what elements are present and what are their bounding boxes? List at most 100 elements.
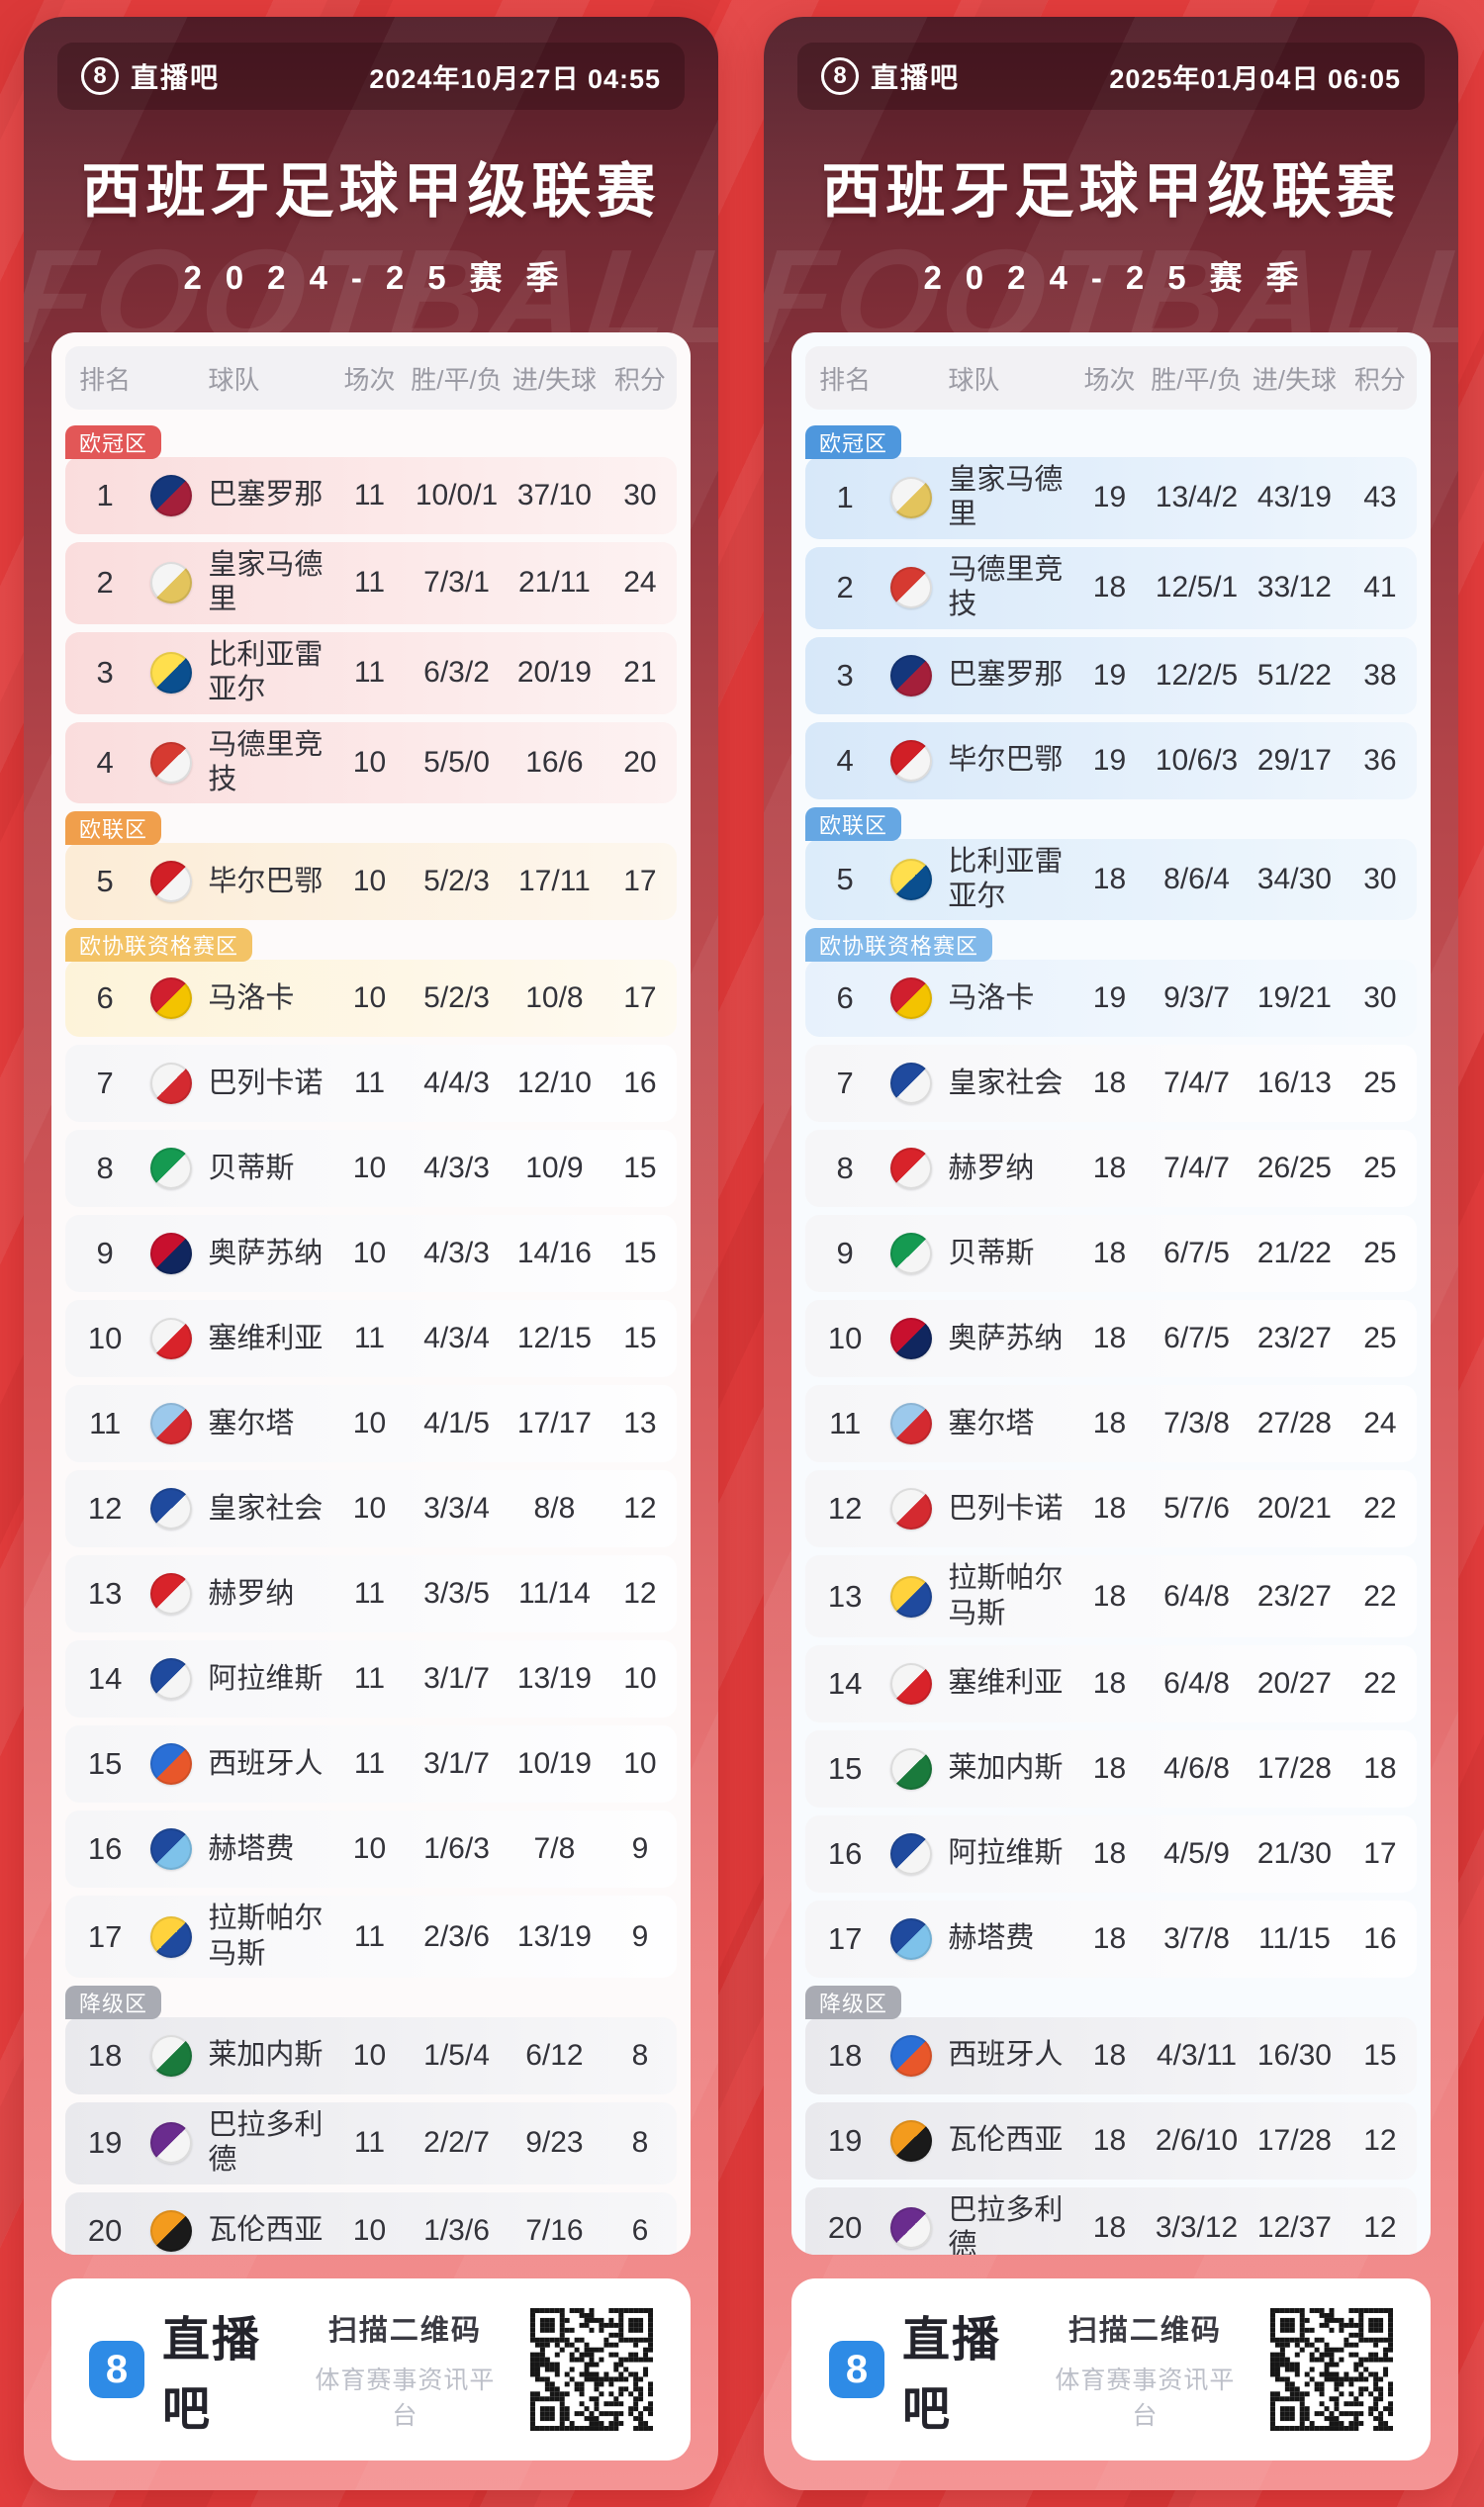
goals-cell: 14/16 [516, 1237, 592, 1270]
team-name: 塞尔塔 [948, 1407, 1035, 1439]
team-name: 皇家社会 [208, 1492, 324, 1525]
wdl-cell: 3/1/7 [423, 1747, 490, 1781]
table-row: 11 塞尔塔 18 7/3/8 27/28 24 [805, 1385, 1417, 1463]
points-cell: 15 [623, 1322, 657, 1355]
team-crest-icon [150, 861, 193, 903]
wdl-cell: 7/4/7 [1163, 1067, 1230, 1100]
team-crest-icon [890, 567, 933, 609]
team-cell: 瓦伦西亚 [884, 2120, 1071, 2162]
team-crest-icon [890, 858, 933, 900]
table-row: 13 拉斯帕尔马斯 18 6/4/8 23/27 22 [805, 1555, 1417, 1637]
team-name: 马德里竞技 [208, 728, 324, 795]
wdl-cell: 6/7/5 [1163, 1237, 1230, 1270]
team-crest-icon [150, 1403, 193, 1445]
wdl-cell: 4/3/4 [423, 1322, 490, 1355]
played-cell: 18 [1092, 2039, 1127, 2072]
team-cell: 马洛卡 [884, 977, 1071, 1020]
datetime-label: 2024年10月27日 04:55 [369, 63, 661, 94]
table-header: 排名 球队 场次 胜/平/负 进/失球 积分 [65, 346, 677, 410]
points-cell: 15 [1363, 2039, 1397, 2072]
played-cell: 18 [1092, 1922, 1127, 1955]
team-name: 马德里竞技 [948, 553, 1064, 621]
goals-cell: 12/15 [516, 1322, 592, 1355]
played-cell: 11 [353, 1662, 386, 1696]
team-cell: 赫罗纳 [144, 1573, 331, 1616]
rank-cell: 2 [96, 565, 114, 601]
team-name: 贝蒂斯 [948, 1237, 1035, 1269]
standings-table: 排名 球队 场次 胜/平/负 进/失球 积分 欧冠区 1 巴塞罗那 11 10/… [51, 332, 691, 2255]
wdl-cell: 3/3/4 [423, 1492, 490, 1526]
rank-cell: 6 [96, 980, 114, 1016]
team-name: 赫罗纳 [948, 1152, 1035, 1184]
played-cell: 11 [353, 1577, 386, 1611]
table-row: 欧冠区 1 巴塞罗那 11 10/0/1 37/10 30 [65, 425, 677, 534]
table-row: 7 皇家社会 18 7/4/7 16/13 25 [805, 1045, 1417, 1123]
played-cell: 19 [1092, 481, 1127, 514]
team-cell: 莱加内斯 [144, 2035, 331, 2077]
played-cell: 18 [1092, 862, 1127, 895]
team-cell: 皇家社会 [884, 1063, 1071, 1105]
col-goals: 进/失球 [1252, 364, 1338, 395]
wdl-cell: 1/6/3 [423, 1832, 490, 1866]
played-cell: 10 [352, 745, 387, 779]
team-name: 毕尔巴鄂 [948, 743, 1064, 776]
header-bar: 8 直播吧 2024年10月27日 04:55 [57, 43, 685, 110]
goals-cell: 10/9 [525, 1152, 584, 1185]
points-cell: 25 [1363, 1152, 1397, 1185]
goals-cell: 20/19 [516, 656, 592, 690]
team-name: 塞维利亚 [948, 1667, 1064, 1700]
team-name: 皇家马德里 [948, 464, 1064, 531]
page-title: 西班牙足球甲级联赛 [821, 158, 1401, 225]
team-name: 巴塞罗那 [208, 479, 324, 511]
points-cell: 20 [623, 745, 657, 779]
wdl-cell: 5/2/3 [423, 865, 490, 898]
team-crest-icon [890, 1575, 933, 1618]
team-cell: 塞尔塔 [144, 1403, 331, 1445]
team-crest-icon [150, 2122, 193, 2165]
points-cell: 25 [1363, 1067, 1397, 1100]
table-row: 降级区 18 西班牙人 18 4/3/11 16/30 15 [805, 1986, 1417, 2094]
goals-cell: 17/28 [1256, 1752, 1332, 1785]
goals-cell: 20/21 [1256, 1492, 1332, 1526]
rank-cell: 1 [836, 480, 854, 515]
scan-hint: 扫描二维码 [1067, 2315, 1222, 2347]
played-cell: 11 [353, 1919, 386, 1953]
played-cell: 18 [1092, 1067, 1127, 1100]
points-cell: 18 [1363, 1752, 1397, 1785]
footer-text: 扫描二维码 体育赛事资讯平台 [1046, 2307, 1245, 2432]
points-cell: 43 [1363, 481, 1397, 514]
goals-cell: 21/30 [1256, 1837, 1332, 1870]
team-cell: 赫塔费 [144, 1828, 331, 1871]
team-name: 皇家马德里 [208, 549, 324, 616]
points-cell: 30 [623, 479, 657, 511]
goals-cell: 13/19 [516, 1919, 592, 1953]
played-cell: 10 [352, 1407, 387, 1440]
wdl-cell: 12/5/1 [1155, 571, 1239, 604]
goals-cell: 13/19 [516, 1662, 592, 1696]
rank-cell: 18 [87, 2038, 123, 2073]
wdl-cell: 6/4/8 [1163, 1579, 1230, 1613]
team-cell: 皇家社会 [144, 1488, 331, 1531]
goals-cell: 29/17 [1256, 743, 1332, 777]
goals-cell: 6/12 [525, 2039, 584, 2072]
table-row: 17 拉斯帕尔马斯 11 2/3/6 13/19 9 [65, 1896, 677, 1978]
rank-cell: 3 [836, 657, 854, 693]
played-cell: 10 [352, 2039, 387, 2072]
team-name: 赫塔费 [208, 1832, 295, 1865]
played-cell: 10 [352, 1237, 387, 1270]
standings-table: 排名 球队 场次 胜/平/负 进/失球 积分 欧冠区 1 皇家马德里 19 13… [791, 332, 1431, 2255]
table-header: 排名 球队 场次 胜/平/负 进/失球 积分 [805, 346, 1417, 410]
team-cell: 巴塞罗那 [884, 654, 1071, 696]
table-row: 19 巴拉多利德 11 2/2/7 9/23 8 [65, 2102, 677, 2184]
team-crest-icon [150, 1658, 193, 1701]
team-name: 阿拉维斯 [208, 1662, 324, 1695]
played-cell: 18 [1092, 1752, 1127, 1785]
team-cell: 马德里竞技 [884, 553, 1071, 623]
played-cell: 10 [352, 865, 387, 898]
goals-cell: 23/27 [1256, 1579, 1332, 1613]
zone-badge: 欧联区 [805, 806, 902, 841]
team-cell: 毕尔巴鄂 [144, 861, 331, 903]
footer-brand: 8 直播吧 [829, 2300, 1046, 2439]
platform-label: 体育赛事资讯平台 [1055, 2367, 1236, 2430]
team-cell: 贝蒂斯 [144, 1148, 331, 1190]
